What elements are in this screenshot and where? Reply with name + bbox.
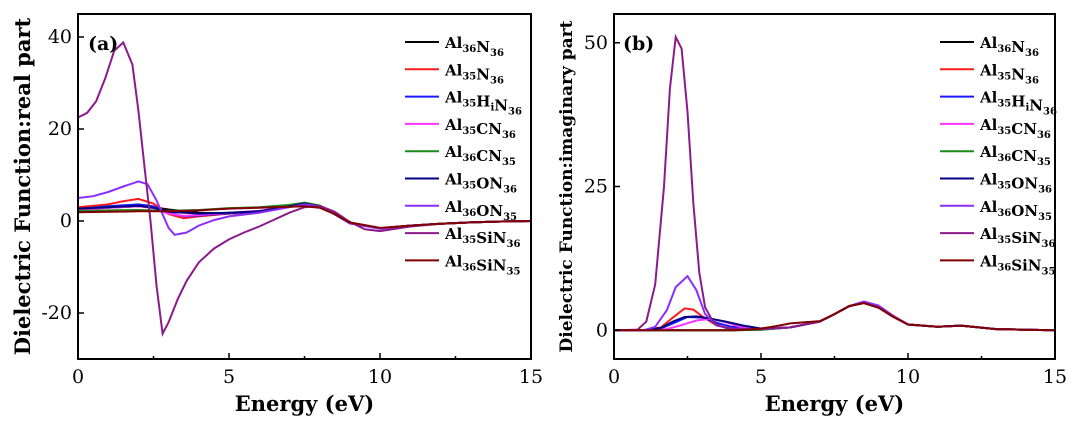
x-tick-label: 5 (223, 366, 235, 388)
y-axis-title: Dielectric Function:imaginary part (557, 20, 577, 352)
panel-label: (b) (623, 33, 654, 55)
legend-entry: Al36CN35 (979, 143, 1051, 168)
x-tick-label: 15 (519, 366, 543, 388)
x-tick-label: 5 (755, 366, 767, 388)
series-group (614, 33, 1055, 332)
legend-entry: Al35SiN36 (979, 225, 1055, 250)
y-tick-label: 25 (584, 176, 608, 198)
legend-entry: Al35HiN36 (979, 89, 1057, 118)
series-line-Al35CN36 (614, 301, 1055, 332)
legend-entry: Al36SiN35 (979, 252, 1055, 277)
x-tick-label: 10 (368, 366, 392, 388)
y-tick-label: -20 (41, 302, 72, 324)
legend-entry: Al35ON36 (979, 171, 1052, 196)
legend-entry: Al35N36 (444, 61, 504, 86)
legend-entry: Al36N36 (444, 34, 504, 59)
legend-entry: Al35ON36 (444, 171, 517, 196)
y-axis-title: Dielectric Function:real part (10, 17, 35, 355)
legend-entry: Al36N36 (979, 34, 1039, 59)
legend-entry: Al35HiN36 (444, 89, 522, 118)
y-tick-label: 50 (584, 32, 608, 54)
panel-label: (a) (88, 33, 118, 55)
x-tick-label: 10 (896, 366, 920, 388)
legend-entry: Al36ON35 (444, 198, 517, 223)
y-tick-label: 20 (48, 118, 72, 140)
y-tick-label: 40 (48, 26, 72, 48)
x-tick-label: 0 (608, 366, 620, 388)
series-group (78, 40, 531, 337)
x-tick-label: 15 (1043, 366, 1067, 388)
series-line-Al36ON35 (614, 274, 1055, 332)
series-line-Al35SiN36 (78, 40, 531, 337)
legend-entry: Al35CN36 (979, 116, 1051, 141)
legend-entry: Al35SiN36 (444, 225, 520, 250)
y-tick-label: 0 (596, 319, 608, 341)
legend-entry: Al36CN35 (444, 143, 516, 168)
chart-panel-0: 0 5 10 15 -20 0 20 40 Energy (eV) Dielectric Func… (10, 13, 543, 416)
x-axis-title: Energy (eV) (765, 391, 904, 416)
y-tick-label: 0 (60, 210, 72, 232)
legend-entry: Al36SiN35 (444, 252, 520, 277)
series-line-Al36SiN35 (614, 302, 1055, 332)
chart-panel-1: 0 5 10 15 0 25 50 Energy (eV) Dielectric Functio… (557, 13, 1067, 416)
legend-entry: Al35N36 (979, 61, 1039, 86)
x-tick-label: 0 (72, 366, 84, 388)
series-line-Al36SiN35 (78, 205, 531, 229)
x-axis-title: Energy (eV) (235, 391, 374, 416)
legend-entry: Al36ON35 (979, 198, 1052, 223)
legend-entry: Al35CN36 (444, 116, 516, 141)
